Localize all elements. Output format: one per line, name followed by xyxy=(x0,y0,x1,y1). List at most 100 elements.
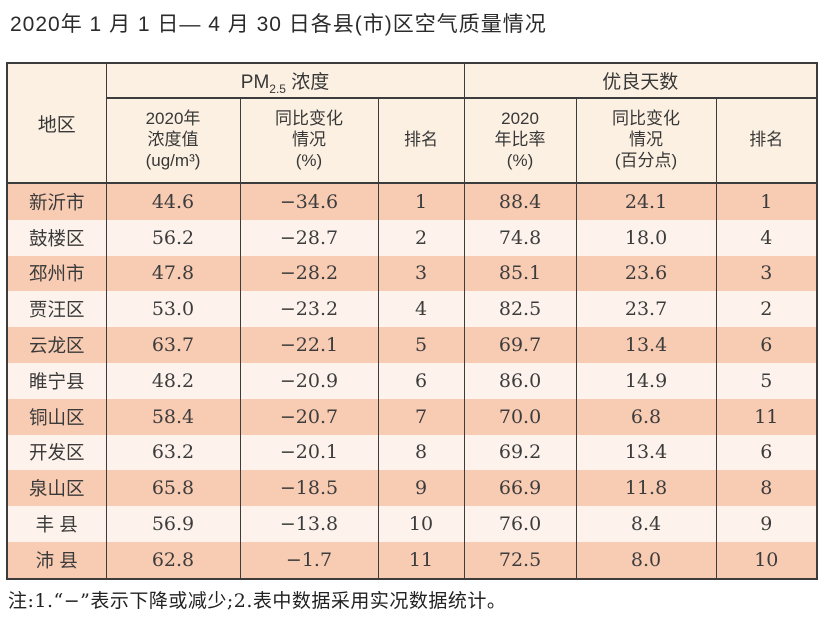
header-line: 情况 xyxy=(292,130,326,150)
cell-region: 贾汪区 xyxy=(6,291,107,328)
cell-pm25-rank: 1 xyxy=(377,183,465,220)
cell-pm25: 47.8 xyxy=(105,255,241,292)
cell-ratio: 70.0 xyxy=(463,398,577,435)
cell-region: 鼓楼区 xyxy=(6,219,107,256)
cell-pm25: 56.2 xyxy=(105,219,241,256)
cell-pm25-rank: 9 xyxy=(377,470,465,507)
header-gooddays-group: 优良天数 xyxy=(463,63,818,99)
cell-pm25-change: −20.7 xyxy=(239,398,379,435)
header-line: 同比变化 xyxy=(612,109,681,129)
table-row: 沛 县 62.8 −1.7 11 72.5 8.0 10 xyxy=(6,541,818,579)
table-row: 泉山区 65.8 −18.5 9 66.9 11.8 8 xyxy=(6,470,818,507)
page-title: 2020年 1 月 1 日— 4 月 30 日各县(市)区空气质量情况 xyxy=(10,13,547,36)
cell-pm25: 44.6 xyxy=(105,183,241,220)
header-line: 2020 xyxy=(501,109,539,129)
header-pm25-value: 2020年 浓度值 (ug/m³) xyxy=(105,98,241,184)
cell-pm25: 65.8 xyxy=(105,470,241,507)
pm25-label-pre: PM xyxy=(240,72,270,93)
cell-ratio: 69.2 xyxy=(463,434,577,471)
cell-pm25-rank: 3 xyxy=(377,255,465,292)
table-row: 鼓楼区 56.2 −28.7 2 74.8 18.0 4 xyxy=(6,219,818,256)
cell-ratio-change: 24.1 xyxy=(575,183,717,220)
cell-region: 新沂市 xyxy=(6,183,107,220)
cell-ratio: 88.4 xyxy=(463,183,577,220)
header-line: 浓度值 xyxy=(147,130,199,150)
cell-pm25: 58.4 xyxy=(105,398,241,435)
cell-pm25-rank: 11 xyxy=(377,541,465,579)
cell-ratio-rank: 3 xyxy=(715,255,818,292)
cell-pm25-rank: 4 xyxy=(377,291,465,328)
table-row: 新沂市 44.6 −34.6 1 88.4 24.1 1 xyxy=(6,183,818,220)
table-row: 邳州市 47.8 −28.2 3 85.1 23.6 3 xyxy=(6,255,818,292)
cell-region: 云龙区 xyxy=(6,327,107,363)
header-line: 2020年 xyxy=(145,109,201,129)
cell-ratio-rank: 2 xyxy=(715,291,818,328)
header-ratio-value: 2020 年比率 (%) xyxy=(463,98,577,184)
cell-ratio-change: 14.9 xyxy=(575,362,717,399)
footnote: 注:1.“−”表示下降或减少;2.表中数据采用实况数据统计。 xyxy=(8,590,507,612)
header-pm25-group: PM2.5 浓度 xyxy=(105,63,465,99)
header-line: 同比变化 xyxy=(275,109,343,129)
cell-ratio-rank: 10 xyxy=(715,541,818,579)
cell-ratio-change: 18.0 xyxy=(575,219,717,256)
table-row: 睢宁县 48.2 −20.9 6 86.0 14.9 5 xyxy=(6,362,818,399)
cell-pm25: 62.8 xyxy=(105,541,241,579)
cell-pm25-change: −18.5 xyxy=(239,470,379,507)
cell-pm25-change: −22.1 xyxy=(239,327,379,363)
cell-pm25-change: −23.2 xyxy=(239,291,379,328)
header-pm25-rank: 排名 xyxy=(377,98,465,184)
cell-pm25-change: −28.2 xyxy=(239,255,379,292)
cell-pm25-change: −34.6 xyxy=(239,183,379,220)
cell-pm25: 63.2 xyxy=(105,434,241,471)
cell-ratio: 74.8 xyxy=(463,219,577,256)
table-row: 丰 县 56.9 −13.8 10 76.0 8.4 9 xyxy=(6,506,818,542)
header-line: (%) xyxy=(506,150,534,170)
cell-region: 睢宁县 xyxy=(6,362,107,399)
cell-ratio-rank: 11 xyxy=(715,398,818,435)
table-row: 贾汪区 53.0 −23.2 4 82.5 23.7 2 xyxy=(6,291,818,328)
header-line: 情况 xyxy=(629,130,664,150)
header-ratio-change: 同比变化 情况 (百分点) xyxy=(575,98,717,184)
cell-pm25: 63.7 xyxy=(105,327,241,363)
header-line: 年比率 xyxy=(494,130,546,150)
cell-ratio: 85.1 xyxy=(463,255,577,292)
cell-pm25-rank: 2 xyxy=(377,219,465,256)
table-header: 地区 PM2.5 浓度 优良天数 2020年 浓度值 (ug/m³) 同比变化 … xyxy=(6,63,818,184)
pm25-label-post: 浓度 xyxy=(285,72,330,93)
cell-ratio: 69.7 xyxy=(463,327,577,363)
cell-ratio-change: 23.6 xyxy=(575,255,717,292)
pm25-label-subscript: 2.5 xyxy=(269,81,286,96)
cell-ratio: 82.5 xyxy=(463,291,577,328)
cell-pm25-rank: 6 xyxy=(377,362,465,399)
cell-ratio: 72.5 xyxy=(463,541,577,579)
cell-ratio-change: 13.4 xyxy=(575,434,717,471)
cell-region: 沛 县 xyxy=(6,541,107,579)
header-region: 地区 xyxy=(6,63,107,184)
cell-ratio-change: 6.8 xyxy=(575,398,717,435)
cell-pm25-change: −28.7 xyxy=(239,219,379,256)
header-line: (百分点) xyxy=(614,150,678,170)
cell-pm25-rank: 8 xyxy=(377,434,465,471)
cell-ratio-rank: 5 xyxy=(715,362,818,399)
cell-region: 邳州市 xyxy=(6,255,107,292)
cell-ratio-rank: 6 xyxy=(715,434,818,471)
cell-ratio-change: 13.4 xyxy=(575,327,717,363)
cell-pm25-rank: 10 xyxy=(377,506,465,542)
table-row: 云龙区 63.7 −22.1 5 69.7 13.4 6 xyxy=(6,327,818,363)
table-row: 铜山区 58.4 −20.7 7 70.0 6.8 11 xyxy=(6,398,818,435)
cell-region: 丰 县 xyxy=(6,506,107,542)
cell-ratio-rank: 1 xyxy=(715,183,818,220)
cell-pm25-change: −13.8 xyxy=(239,506,379,542)
cell-ratio-rank: 4 xyxy=(715,219,818,256)
cell-pm25-change: −20.1 xyxy=(239,434,379,471)
air-quality-table: 地区 PM2.5 浓度 优良天数 2020年 浓度值 (ug/m³) 同比变化 … xyxy=(6,62,819,580)
cell-region: 铜山区 xyxy=(6,398,107,435)
cell-pm25-rank: 7 xyxy=(377,398,465,435)
header-line: (%) xyxy=(295,150,323,170)
table-body: 新沂市 44.6 −34.6 1 88.4 24.1 1 鼓楼区 56.2 −28.7 2 74.8 1… xyxy=(6,183,818,579)
cell-region: 泉山区 xyxy=(6,470,107,507)
cell-pm25: 53.0 xyxy=(105,291,241,328)
cell-pm25-change: −1.7 xyxy=(239,541,379,579)
table-row: 开发区 63.2 −20.1 8 69.2 13.4 6 xyxy=(6,434,818,471)
